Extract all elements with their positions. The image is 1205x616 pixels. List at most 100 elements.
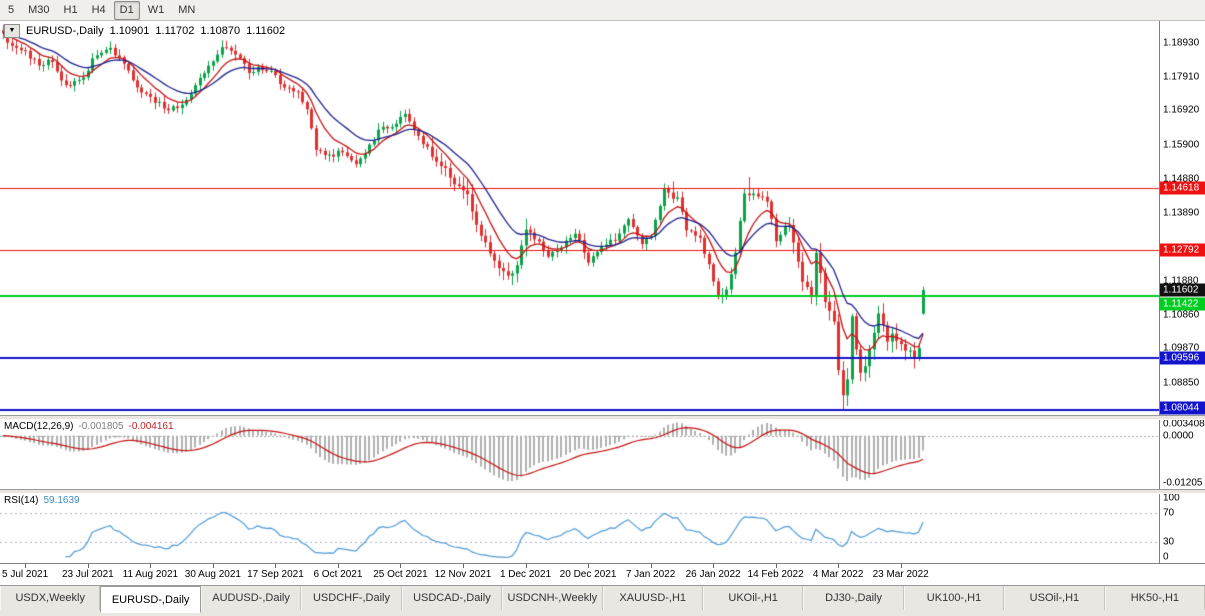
price-panel: ▼ EURUSD-,Daily 1.10901 1.11702 1.10870 … xyxy=(0,20,1205,415)
macd-label: MACD(12,26,9) -0.001805 -0.004161 xyxy=(4,421,179,432)
macd-chart-canvas[interactable] xyxy=(0,418,1160,489)
open-value: 1.10901 xyxy=(109,25,150,37)
time-tick-mark xyxy=(25,564,26,568)
chart-region: ▼ EURUSD-,Daily 1.10901 1.11702 1.10870 … xyxy=(0,20,1205,586)
macd-name: MACD(12,26,9) xyxy=(4,421,74,432)
chart-tab-eurusd-daily[interactable]: EURUSD-,Daily xyxy=(100,586,201,613)
rsi-axis: 100 70 30 0 xyxy=(1159,492,1205,563)
symbol-period-label: EURUSD-,Daily xyxy=(26,25,104,37)
macd-panel: MACD(12,26,9) -0.001805 -0.004161 0.003408… xyxy=(0,418,1205,489)
macd-main-value: -0.001805 xyxy=(78,421,124,432)
time-axis-label: 1 Dec 2021 xyxy=(499,569,552,580)
time-tick-mark xyxy=(776,564,777,568)
level-price-badge: 1.11422 xyxy=(1160,297,1205,311)
price-tick: 1.17910 xyxy=(1163,71,1200,83)
rsi-panel: RSI(14) 59.1639 100 70 30 0 xyxy=(0,492,1205,563)
chart-tab-ukoil-h1[interactable]: UKOil-,H1 xyxy=(702,586,804,610)
timeframe-button-mn[interactable]: MN xyxy=(178,3,196,16)
time-axis-label: 17 Sep 2021 xyxy=(247,569,304,580)
rsi-axis-tick: 100 xyxy=(1163,492,1180,504)
rsi-axis-tick: 70 xyxy=(1163,507,1175,519)
macd-axis-tick: 0.003408 xyxy=(1163,418,1205,430)
time-axis-label: 14 Feb 2022 xyxy=(747,569,804,580)
time-axis-label: 23 Mar 2022 xyxy=(872,569,929,580)
time-axis[interactable]: 5 Jul 2021 23 Jul 2021 11 Aug 2021 30 Aug 2… xyxy=(0,563,1205,586)
panel-splitter[interactable] xyxy=(0,489,1205,494)
price-tick: 1.13890 xyxy=(1163,207,1200,219)
panel-splitter[interactable] xyxy=(0,415,1205,420)
timeframe-toolbar: 5 M30 H1 H4 D1 W1 MN xyxy=(0,0,1205,21)
macd-axis-tick: 0.0000 xyxy=(1163,430,1194,442)
time-tick-mark xyxy=(588,564,589,568)
chart-tab-xauusd-h1[interactable]: XAUUSD-,H1 xyxy=(602,586,703,610)
macd-axis-tick: -0.01205 xyxy=(1163,477,1203,489)
timeframe-button-h4[interactable]: H4 xyxy=(91,3,106,16)
rsi-axis-tick: 30 xyxy=(1163,536,1175,548)
low-value: 1.10870 xyxy=(200,25,241,37)
time-axis-label: 23 Jul 2021 xyxy=(61,569,114,580)
rsi-value: 59.1639 xyxy=(43,495,80,506)
level-price-badge: 1.12792 xyxy=(1160,243,1205,257)
high-value: 1.11702 xyxy=(155,25,195,37)
chart-tab-usdchf-daily[interactable]: USDCHF-,Daily xyxy=(301,586,402,610)
chart-tab-uk100-h1[interactable]: UK100-,H1 xyxy=(903,586,1005,610)
time-axis-label: 26 Jan 2022 xyxy=(685,569,741,580)
chart-tab-usdx-weekly[interactable]: USDX,Weekly xyxy=(0,586,101,610)
chart-title: ▼ EURUSD-,Daily 1.10901 1.11702 1.10870 … xyxy=(4,24,285,38)
price-tick: 1.14880 xyxy=(1163,173,1200,185)
price-tick: 1.15900 xyxy=(1163,139,1200,151)
chart-tab-usdcad-daily[interactable]: USDCAD-,Daily xyxy=(401,586,503,610)
time-tick-mark xyxy=(838,564,839,568)
time-tick-mark xyxy=(338,564,339,568)
chart-tab-usdcnh-weekly[interactable]: USDCNH-,Weekly xyxy=(502,586,603,610)
time-axis-label: 5 Jul 2021 xyxy=(2,569,49,580)
time-axis-label: 25 Oct 2021 xyxy=(373,569,428,580)
timeframe-button-m30[interactable]: M30 xyxy=(28,3,50,16)
time-axis-label: 20 Dec 2021 xyxy=(559,569,617,580)
time-tick-mark xyxy=(275,564,276,568)
time-tick-mark xyxy=(526,564,527,568)
time-tick-mark xyxy=(463,564,464,568)
timeframe-button-5[interactable]: 5 xyxy=(8,3,15,16)
timeframe-button-d1[interactable]: D1 xyxy=(113,0,140,20)
price-tick: 1.16920 xyxy=(1163,104,1200,116)
level-price-badge: 1.09596 xyxy=(1160,351,1205,365)
timeframe-button-w1[interactable]: W1 xyxy=(147,3,165,16)
level-price-badge: 1.08044 xyxy=(1160,401,1205,415)
chart-tab-dj30-daily[interactable]: DJ30-,Daily xyxy=(803,586,904,610)
time-axis-label: 30 Aug 2021 xyxy=(184,569,241,580)
rsi-label: RSI(14) 59.1639 xyxy=(4,495,85,506)
price-tick: 1.10860 xyxy=(1163,309,1200,321)
time-tick-mark xyxy=(901,564,902,568)
macd-signal-value: -0.004161 xyxy=(128,421,174,432)
rsi-chart-canvas[interactable] xyxy=(0,492,1160,563)
macd-axis: 0.003408 0.0000 -0.01205 xyxy=(1159,418,1205,489)
time-tick-mark xyxy=(713,564,714,568)
price-tick: 1.18930 xyxy=(1163,37,1200,49)
timeframe-button-h1[interactable]: H1 xyxy=(63,3,78,16)
price-tick: 1.09870 xyxy=(1163,342,1200,354)
time-tick-mark xyxy=(213,564,214,568)
close-value: 1.11602 xyxy=(246,25,286,37)
collapse-chart-button[interactable]: ▼ xyxy=(4,24,20,38)
rsi-axis-tick: 0 xyxy=(1163,551,1169,563)
price-tick: 1.08850 xyxy=(1163,377,1200,389)
time-axis-label: 7 Jan 2022 xyxy=(625,569,676,580)
time-axis-label: 4 Mar 2022 xyxy=(812,569,864,580)
price-tick: 1.11880 xyxy=(1163,275,1199,287)
time-axis-label: 11 Aug 2021 xyxy=(122,569,179,580)
time-axis-label: 6 Oct 2021 xyxy=(313,569,363,580)
price-chart-canvas[interactable] xyxy=(0,20,1160,415)
chart-tab-hk50-h1[interactable]: HK50-,H1 xyxy=(1104,586,1205,610)
time-tick-mark xyxy=(400,564,401,568)
time-axis-label: 12 Nov 2021 xyxy=(434,569,492,580)
price-axis[interactable]: 1.18930 1.17910 1.16920 1.15900 1.14880 1.138… xyxy=(1159,20,1205,415)
chart-tabs-bar: USDX,Weekly EURUSD-,Daily AUDUSD-,Daily USD… xyxy=(0,585,1205,616)
current-price-badge: 1.11602 xyxy=(1160,283,1205,297)
time-tick-mark xyxy=(150,564,151,568)
time-tick-mark xyxy=(651,564,652,568)
chart-tab-audusd-daily[interactable]: AUDUSD-,Daily xyxy=(200,586,302,610)
rsi-name: RSI(14) xyxy=(4,495,39,506)
chart-tab-usoil-h1[interactable]: USOil-,H1 xyxy=(1004,586,1105,610)
